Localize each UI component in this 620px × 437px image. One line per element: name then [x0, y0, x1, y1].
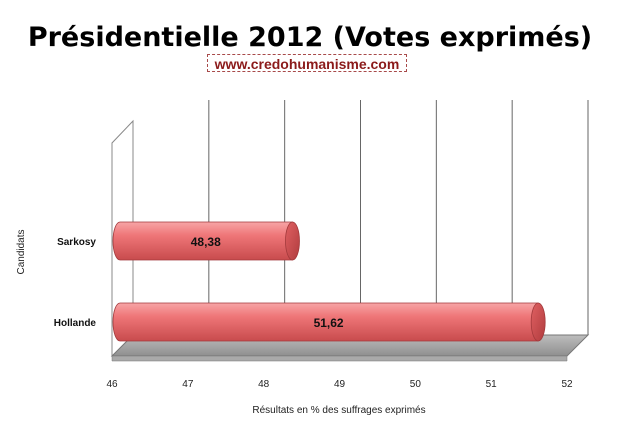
bar-value-label: 51,62	[314, 316, 344, 330]
x-tick-label: 46	[106, 379, 118, 390]
x-tick-label: 51	[486, 379, 498, 390]
chart-floor-edge	[111, 355, 568, 362]
bar-value-label: 48,38	[191, 235, 221, 249]
y-axis-label: Candidats	[16, 229, 27, 274]
category-label: Sarkosy	[57, 237, 96, 248]
x-tick-label: 47	[182, 379, 194, 390]
bar-end-cap	[530, 302, 546, 342]
x-axis-label: Résultats en % des suffrages exprimés	[252, 405, 425, 416]
gridlines	[208, 100, 589, 335]
chart-subtitle-url: www.credohumanisme.com	[207, 54, 407, 72]
x-tick-label: 50	[410, 379, 422, 390]
chart-title: Présidentielle 2012 (Votes exprimés)	[27, 22, 593, 53]
x-tick-label: 48	[258, 379, 270, 390]
category-label: Hollande	[54, 318, 97, 329]
bar	[112, 221, 293, 261]
x-tick-label: 49	[334, 379, 346, 390]
bar-end-cap	[285, 221, 300, 261]
x-tick-label: 52	[561, 379, 573, 390]
bar	[112, 302, 539, 342]
